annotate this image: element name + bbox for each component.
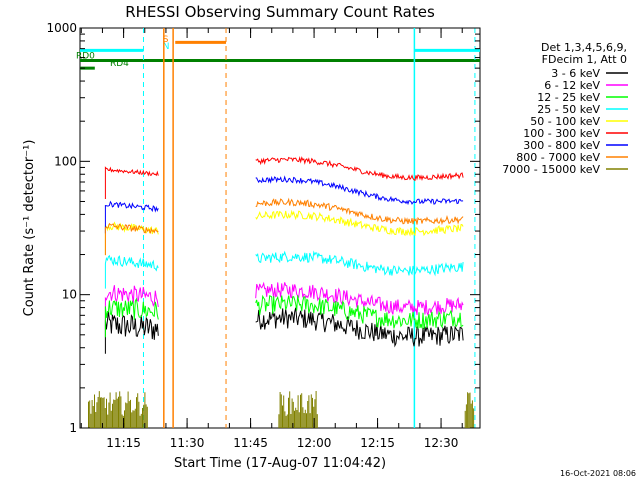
series-25-50-kev-segment-0	[104, 254, 159, 289]
legend-label-7000-15000-kev: 7000 - 15000 keV	[502, 163, 600, 176]
status-label-rd0: RD0	[76, 52, 95, 62]
status-label-rd4: RD4	[110, 59, 129, 69]
x-tick-label-2: 11:45	[233, 436, 268, 450]
series-3-6-kev-segment-0	[104, 311, 159, 354]
legend-label-800-7000-kev: 800 - 7000 keV	[516, 151, 600, 164]
series-800-7000-kev-segment-0	[104, 222, 159, 256]
legend-label-6-12-kev: 6 - 12 keV	[544, 79, 600, 92]
y-tick-label-2: 100	[54, 154, 77, 168]
legend-label-100-300-kev: 100 - 300 keV	[523, 127, 600, 140]
series-12-25-kev-segment-1	[255, 294, 464, 329]
chart-title: RHESSI Observing Summary Count Rates	[125, 3, 435, 21]
series-7000-15000-kev-segment-1	[278, 391, 318, 428]
flag-n: N	[163, 42, 170, 52]
series-7000-15000-kev-segment-2	[464, 392, 475, 428]
y-tick-label-1: 10	[62, 288, 77, 302]
x-tick-label-5: 12:30	[424, 436, 459, 450]
series-50-100-kev-segment-1	[255, 209, 464, 237]
series-800-7000-kev-segment-1	[255, 197, 464, 226]
y-axis-title: Count Rate (s⁻¹ detector⁻¹)	[22, 140, 37, 317]
plot-frame	[79, 27, 481, 429]
series-12-25-kev-segment-0	[104, 297, 159, 338]
legend-header-1: FDecim 1, Att 0	[542, 53, 627, 66]
x-tick-label-0: 11:15	[106, 436, 141, 450]
series-25-50-kev-segment-1	[255, 250, 464, 277]
x-axis-title: Start Time (17-Aug-07 11:04:42)	[174, 456, 386, 471]
series-6-12-kev-segment-1	[255, 281, 464, 317]
legend-label-50-100-kev: 50 - 100 keV	[530, 115, 600, 128]
series-layer	[88, 155, 475, 428]
x-tick-label-3: 12:00	[297, 436, 332, 450]
status-layer: RD0 RD4 SN	[76, 35, 480, 70]
flag-s: S	[163, 35, 169, 45]
y-tick-label-0: 1	[69, 421, 77, 435]
series-300-800-kev-segment-0	[104, 200, 159, 234]
x-tick-label-4: 12:15	[360, 436, 395, 450]
legend-label-12-25-kev: 12 - 25 keV	[537, 91, 600, 104]
series-6-12-kev-segment-0	[104, 285, 159, 322]
series-7000-15000-kev-segment-0	[88, 391, 148, 428]
y-tick-label-3: 1000	[46, 21, 77, 35]
legend-label-300-800-kev: 300 - 800 keV	[523, 139, 600, 152]
legend-header-0: Det 1,3,4,5,6,9,	[541, 41, 627, 54]
series-100-300-kev-segment-0	[104, 166, 159, 199]
marker-layer	[142, 28, 476, 428]
series-3-6-kev-segment-1	[255, 307, 464, 348]
axis-layer: 1 10 100 1000 11:15 11:30 11:45 12:00 12:15 12:30	[46, 21, 480, 450]
legend: Det 1,3,4,5,6,9,FDecim 1, Att 03 - 6 keV…	[502, 41, 628, 176]
x-tick-label-1: 11:30	[170, 436, 205, 450]
legend-label-25-50-kev: 25 - 50 keV	[537, 103, 600, 116]
series-50-100-kev-segment-0	[104, 221, 159, 256]
legend-label-3-6-kev: 3 - 6 keV	[551, 67, 600, 80]
series-100-300-kev-segment-1	[255, 155, 464, 182]
timestamp: 16-Oct-2021 08:06	[560, 469, 636, 478]
series-300-800-kev-segment-1	[255, 175, 464, 206]
